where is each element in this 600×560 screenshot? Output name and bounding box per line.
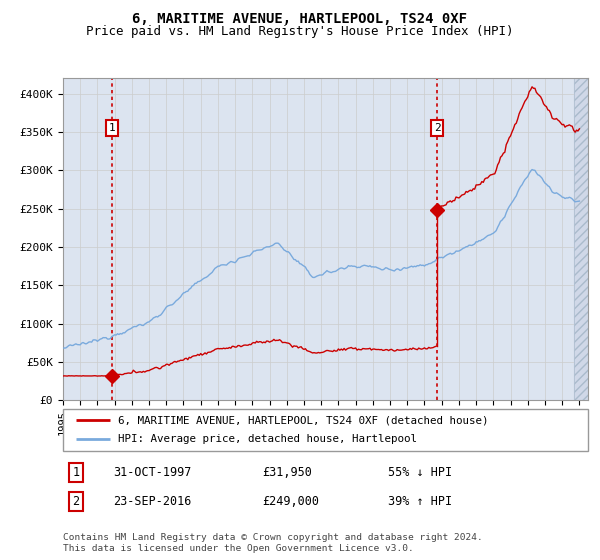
Text: 1: 1	[73, 466, 80, 479]
Text: 23-SEP-2016: 23-SEP-2016	[113, 495, 191, 508]
Text: £31,950: £31,950	[263, 466, 313, 479]
Text: Price paid vs. HM Land Registry's House Price Index (HPI): Price paid vs. HM Land Registry's House …	[86, 25, 514, 38]
Bar	[574, 78, 588, 400]
Text: £249,000: £249,000	[263, 495, 320, 508]
Bar	[574, 78, 588, 400]
Text: Contains HM Land Registry data © Crown copyright and database right 2024.
This d: Contains HM Land Registry data © Crown c…	[63, 533, 483, 553]
Text: HPI: Average price, detached house, Hartlepool: HPI: Average price, detached house, Hart…	[118, 435, 417, 445]
Text: 6, MARITIME AVENUE, HARTLEPOOL, TS24 0XF (detached house): 6, MARITIME AVENUE, HARTLEPOOL, TS24 0XF…	[118, 415, 488, 425]
Text: 39% ↑ HPI: 39% ↑ HPI	[389, 495, 452, 508]
Text: 31-OCT-1997: 31-OCT-1997	[113, 466, 191, 479]
Text: 6, MARITIME AVENUE, HARTLEPOOL, TS24 0XF: 6, MARITIME AVENUE, HARTLEPOOL, TS24 0XF	[133, 12, 467, 26]
FancyBboxPatch shape	[63, 409, 588, 451]
Text: 2: 2	[434, 123, 440, 133]
Text: 1: 1	[109, 123, 115, 133]
Text: 2: 2	[73, 495, 80, 508]
Text: 55% ↓ HPI: 55% ↓ HPI	[389, 466, 452, 479]
